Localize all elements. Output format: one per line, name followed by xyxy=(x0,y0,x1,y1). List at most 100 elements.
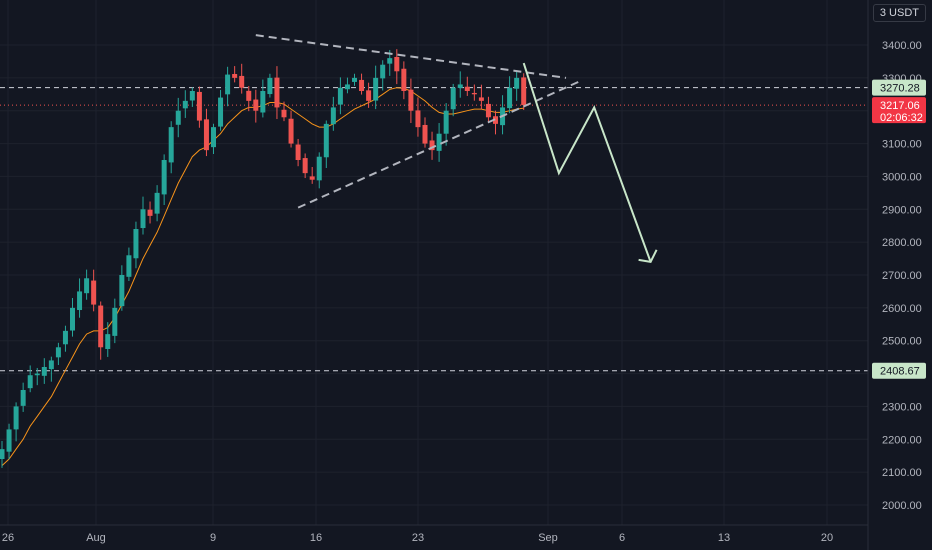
candle[interactable] xyxy=(373,65,379,110)
candle[interactable] xyxy=(507,76,513,114)
candle-body xyxy=(309,176,315,180)
horizontal-levels[interactable] xyxy=(0,87,868,372)
candle[interactable] xyxy=(295,138,301,167)
candle[interactable] xyxy=(443,103,449,146)
candle-body xyxy=(91,280,97,305)
candle[interactable] xyxy=(6,423,12,460)
candle[interactable] xyxy=(41,358,47,384)
candles[interactable] xyxy=(0,49,527,468)
candle[interactable] xyxy=(514,70,520,101)
candle[interactable] xyxy=(485,96,491,123)
candle[interactable] xyxy=(436,123,442,162)
candle[interactable] xyxy=(48,356,54,382)
candle[interactable] xyxy=(337,77,343,115)
candle-body xyxy=(6,429,12,452)
candle-body xyxy=(41,367,47,376)
candle-body xyxy=(105,334,111,350)
candle-body xyxy=(485,103,491,118)
currency-unit-badge[interactable]: 3 USDT xyxy=(872,4,926,22)
candle[interactable] xyxy=(380,60,386,91)
candle[interactable] xyxy=(211,123,216,154)
candle[interactable] xyxy=(359,73,365,95)
candle[interactable] xyxy=(203,108,209,157)
candle-body xyxy=(77,291,83,311)
candle[interactable] xyxy=(302,153,308,179)
candle[interactable] xyxy=(168,121,174,174)
candle[interactable] xyxy=(105,322,111,357)
candle[interactable] xyxy=(133,221,139,269)
candle-body xyxy=(133,229,139,259)
candle-body xyxy=(119,275,125,307)
candle-body xyxy=(189,91,195,101)
candle[interactable] xyxy=(232,66,238,83)
candle[interactable] xyxy=(401,61,407,100)
candle[interactable] xyxy=(27,365,33,393)
time-tick-label: Sep xyxy=(538,532,558,544)
candle[interactable] xyxy=(55,342,61,366)
candle-body xyxy=(55,347,61,358)
candle[interactable] xyxy=(267,73,273,98)
candle[interactable] xyxy=(521,73,527,111)
candle[interactable] xyxy=(34,367,40,386)
candle[interactable] xyxy=(344,77,350,94)
candle[interactable] xyxy=(20,382,26,412)
candle[interactable] xyxy=(450,83,456,117)
candle[interactable] xyxy=(189,87,195,107)
candle-body xyxy=(126,255,132,277)
candle[interactable] xyxy=(478,84,484,110)
resistance-price-label[interactable]: 3270.28 xyxy=(872,79,926,96)
candle[interactable] xyxy=(394,49,400,85)
candle[interactable] xyxy=(253,89,259,123)
candle[interactable] xyxy=(309,166,315,184)
candle[interactable] xyxy=(274,66,280,120)
candle[interactable] xyxy=(323,120,329,169)
candle[interactable] xyxy=(471,84,477,101)
drawing-tools[interactable] xyxy=(255,34,658,263)
candle[interactable] xyxy=(112,298,118,344)
candle[interactable] xyxy=(84,269,90,300)
candle[interactable] xyxy=(70,297,75,337)
candle[interactable] xyxy=(218,89,224,131)
candle[interactable] xyxy=(422,117,428,148)
candle[interactable] xyxy=(126,247,132,281)
candle[interactable] xyxy=(246,86,252,112)
candle[interactable] xyxy=(352,73,357,86)
support-price-label[interactable]: 2408.67 xyxy=(872,362,926,379)
triangle-upper-trendline[interactable] xyxy=(255,34,567,79)
candle[interactable] xyxy=(0,441,5,468)
candle[interactable] xyxy=(196,86,202,128)
candle[interactable] xyxy=(13,402,19,442)
candle-body xyxy=(514,77,520,89)
time-axis[interactable]: 26 Aug 9 16 23 Sep 6 13 20 xyxy=(0,0,869,550)
price-axis[interactable]: 3400.003300.003200.003100.003000.002900.… xyxy=(872,40,926,512)
candle[interactable] xyxy=(77,278,83,318)
candle[interactable] xyxy=(147,201,153,224)
price-tick-label: 3100.00 xyxy=(882,139,922,151)
candle[interactable] xyxy=(429,131,435,160)
candle[interactable] xyxy=(415,97,421,137)
candle[interactable] xyxy=(98,301,104,360)
candle[interactable] xyxy=(154,185,160,222)
candle[interactable] xyxy=(225,66,231,107)
candle[interactable] xyxy=(239,63,245,94)
candle[interactable] xyxy=(62,325,68,352)
candle[interactable] xyxy=(91,269,97,312)
candle[interactable] xyxy=(457,71,463,98)
candle[interactable] xyxy=(260,79,266,118)
candle[interactable] xyxy=(140,196,146,235)
candle[interactable] xyxy=(493,110,498,135)
projection-path[interactable] xyxy=(522,62,652,263)
candle[interactable] xyxy=(330,96,336,131)
candle[interactable] xyxy=(408,78,414,124)
candle[interactable] xyxy=(281,101,287,122)
candle[interactable] xyxy=(161,154,167,206)
candle[interactable] xyxy=(119,265,125,311)
candle[interactable] xyxy=(182,90,188,118)
candle[interactable] xyxy=(288,110,294,148)
candle[interactable] xyxy=(464,76,470,96)
candle[interactable] xyxy=(175,97,181,138)
candle[interactable] xyxy=(366,82,372,108)
candle[interactable] xyxy=(316,152,322,189)
